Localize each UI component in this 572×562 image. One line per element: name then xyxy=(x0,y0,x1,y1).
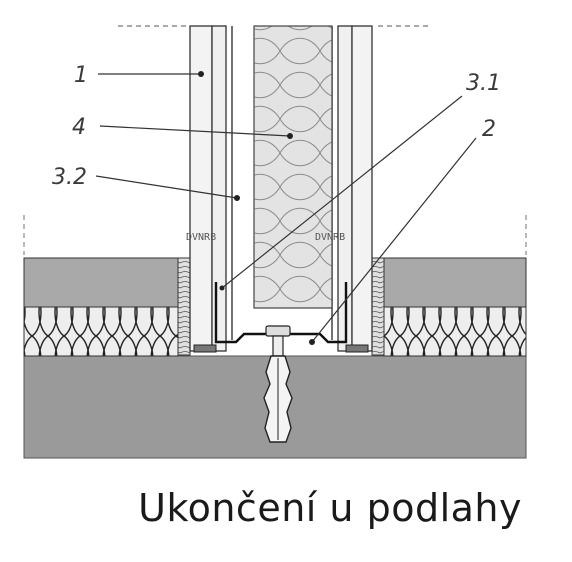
board-print-left: DVNRB xyxy=(186,232,216,243)
leader-line-3-1 xyxy=(221,95,463,289)
floor-insulation-right xyxy=(383,306,527,357)
edge-strip-left xyxy=(177,257,191,356)
floor-screed-left xyxy=(23,257,179,308)
edge-strip-right xyxy=(371,257,385,356)
leader-dot-3-1 xyxy=(219,285,225,291)
callout-label-1: 1 xyxy=(74,63,88,88)
floor-screed-right xyxy=(383,257,527,308)
leader-line-4 xyxy=(99,125,291,137)
board-print-right: DVNRB xyxy=(315,232,345,243)
leader-dot-3-2 xyxy=(234,195,240,201)
mineral-wool-core xyxy=(253,25,333,309)
callout-label-3-2: 3.2 xyxy=(52,165,87,190)
callout-label-2: 2 xyxy=(482,117,496,142)
gypsum-board-right-outer xyxy=(351,25,373,352)
callout-label-4: 4 xyxy=(72,115,86,140)
diagram-caption: Ukončení u podlahy xyxy=(138,486,522,530)
sealing-strip-right xyxy=(345,344,369,353)
anchor-fastener xyxy=(263,325,293,443)
sealing-strip-left xyxy=(193,344,217,353)
callout-label-3-1: 3.1 xyxy=(466,71,501,96)
leader-line-2 xyxy=(311,137,477,343)
gypsum-board-left-inner xyxy=(211,25,227,352)
leader-dot-4 xyxy=(287,133,293,139)
leader-dot-1 xyxy=(198,71,204,77)
leader-line-3-2 xyxy=(95,175,238,199)
wall-floor-junction-diagram: DVNRB DVNRB 1 4 3.2 3.1 2 xyxy=(23,25,527,459)
floor-insulation-left xyxy=(23,306,179,357)
leader-dot-2 xyxy=(309,339,315,345)
